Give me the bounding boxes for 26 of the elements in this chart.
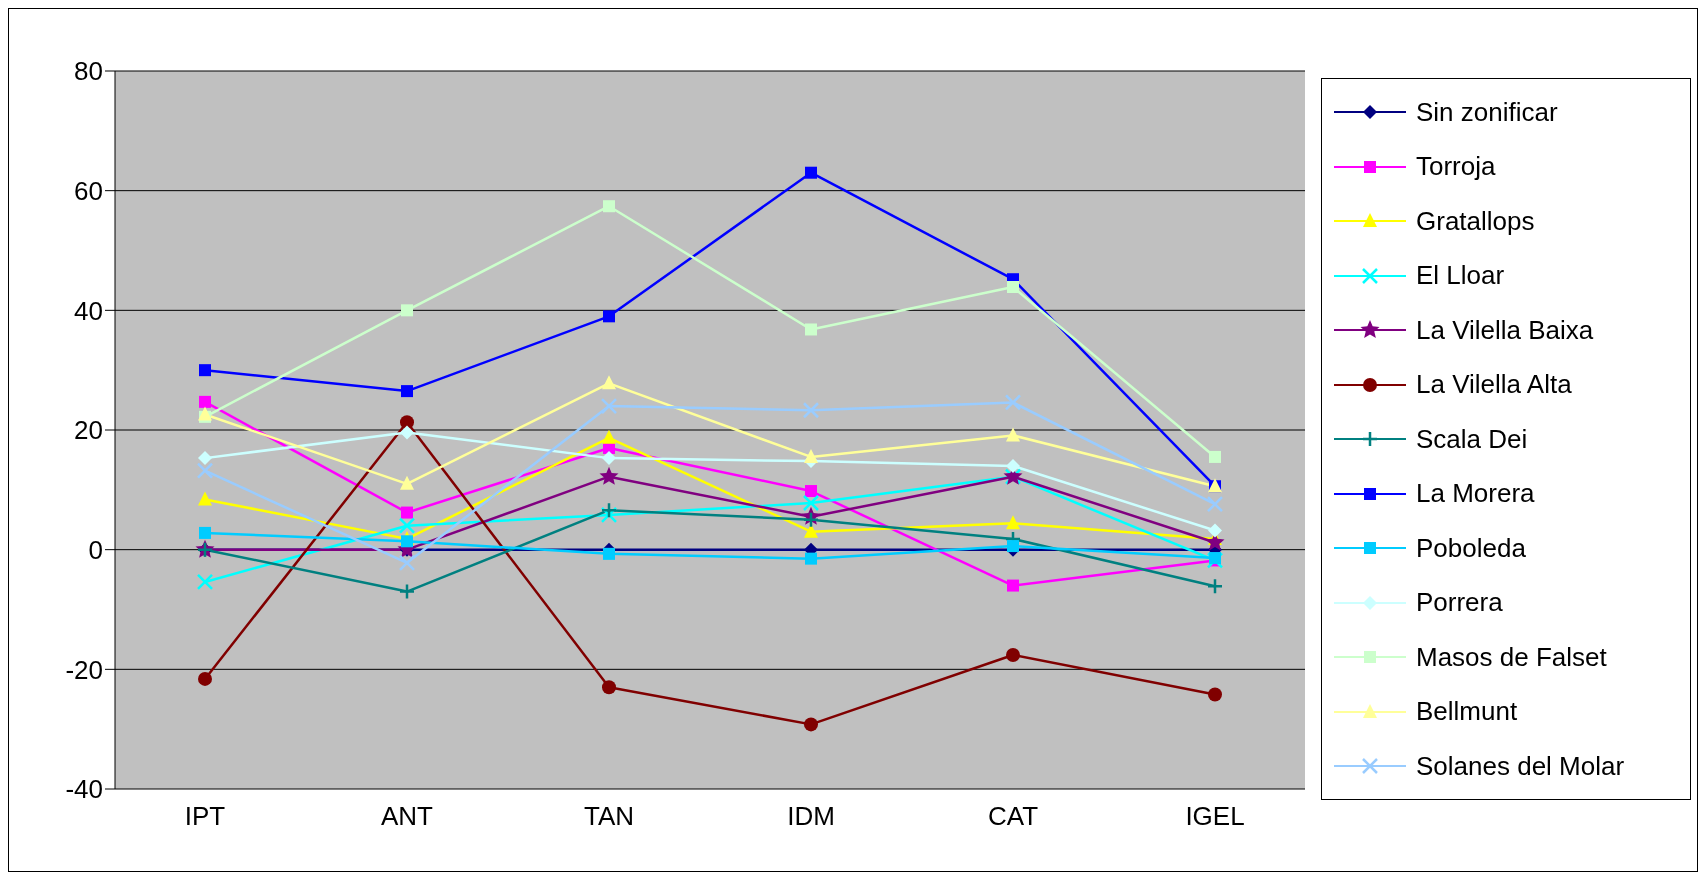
legend-label: Poboleda xyxy=(1416,532,1526,564)
legend-label: La Vilella Baixa xyxy=(1416,314,1594,346)
y-tick-label: 0 xyxy=(88,534,103,565)
legend-label: Sin zonificar xyxy=(1416,96,1558,128)
x-tick-label: ANT xyxy=(381,801,434,832)
legend-label: Solanes del Molar xyxy=(1416,750,1625,782)
legend-label: Porrera xyxy=(1416,587,1503,618)
legend-label: Masos de Falset xyxy=(1416,641,1607,673)
y-tick-label: -20 xyxy=(65,654,103,685)
legend-label: Scala Dei xyxy=(1416,423,1528,455)
y-tick-label: 60 xyxy=(74,175,103,206)
y-tick-label: 20 xyxy=(74,415,103,446)
x-tick-label: IDM xyxy=(787,801,835,832)
legend-label: El Lloar xyxy=(1416,260,1505,291)
y-tick-label: 40 xyxy=(74,295,103,326)
x-tick-label: CAT xyxy=(987,801,1039,832)
x-tick-label: TAN xyxy=(583,801,635,832)
legend-label: Torroja xyxy=(1416,151,1496,182)
x-tick-label: IPT xyxy=(184,801,226,832)
y-tick-label: -40 xyxy=(65,774,103,805)
x-tick-label: IGEL xyxy=(1185,801,1245,832)
legend-label: Gratallops xyxy=(1416,205,1535,237)
y-tick-label: 80 xyxy=(74,56,103,87)
legend-label: La Morera xyxy=(1416,478,1535,509)
legend-label: La Vilella Alta xyxy=(1416,369,1572,400)
legend-label: Bellmunt xyxy=(1416,696,1518,727)
